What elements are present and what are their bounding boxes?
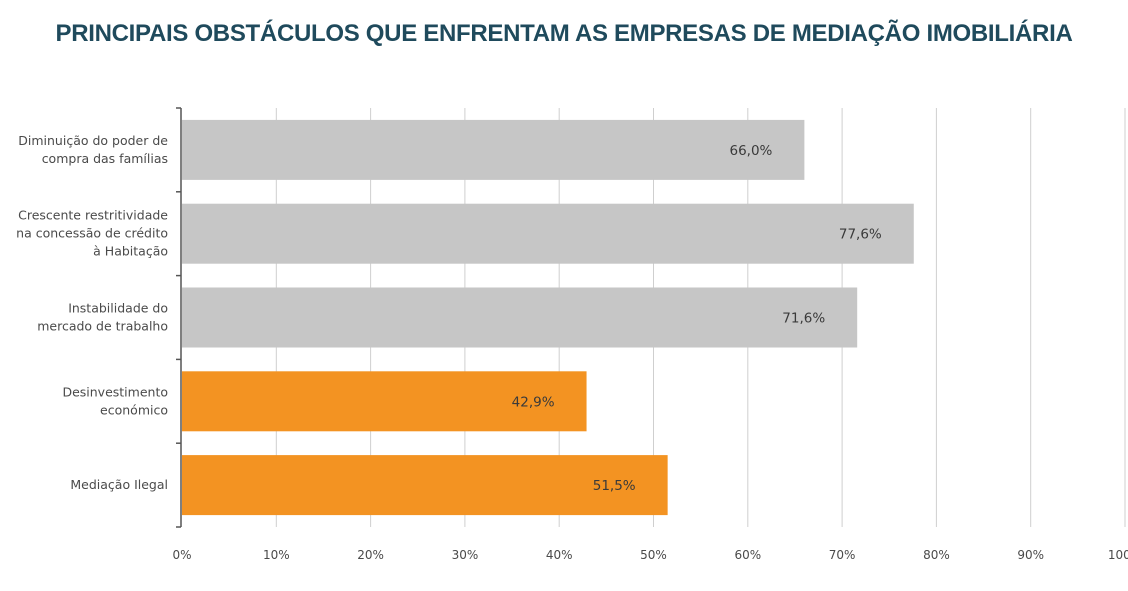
x-tick-label: 90% <box>1017 548 1044 562</box>
x-tick-label: 20% <box>357 548 384 562</box>
x-tick-label: 80% <box>923 548 950 562</box>
bar <box>182 203 914 264</box>
bar <box>182 455 668 516</box>
x-tick-label: 100% <box>1108 548 1128 562</box>
category-label: Diminuição do poder de compra das família… <box>18 133 168 166</box>
data-label: 77,6% <box>839 227 882 243</box>
category-label: Crescente restritividade na concessão de … <box>16 208 168 259</box>
data-label: 71,6% <box>782 311 825 327</box>
chart-title: PRINCIPAIS OBSTÁCULOS QUE ENFRENTAM AS E… <box>55 20 1073 47</box>
x-tick-label: 30% <box>452 548 479 562</box>
category-label: Mediação Ilegal <box>70 477 168 492</box>
x-tick-label: 40% <box>546 548 573 562</box>
x-tick-label: 10% <box>263 548 290 562</box>
x-tick-label: 50% <box>640 548 667 562</box>
bar <box>182 119 805 180</box>
data-label: 42,9% <box>512 394 555 410</box>
x-tick-label: 70% <box>829 548 856 562</box>
data-label: 51,5% <box>593 478 636 494</box>
x-tick-label: 0% <box>172 548 191 562</box>
x-tick-label: 60% <box>734 548 761 562</box>
data-label: 66,0% <box>729 143 772 159</box>
bar <box>182 287 858 348</box>
category-label: Instabilidade do mercado de trabalho <box>37 301 168 334</box>
category-label: Desinvestimento económico <box>62 384 168 417</box>
bar <box>182 371 587 432</box>
